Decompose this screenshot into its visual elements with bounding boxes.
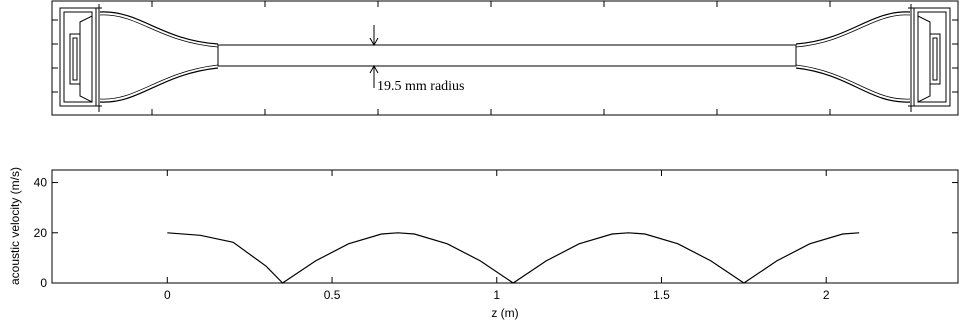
diagram-frame — [51, 0, 959, 116]
plot-frame — [51, 169, 959, 284]
y-tick-label: 40 — [34, 176, 48, 190]
apparatus-diagram: 19.5 mm radius — [51, 0, 959, 116]
y-axis-ticks: 0 20 40 — [34, 176, 958, 290]
left-driver — [59, 4, 102, 112]
velocity-plot: 0 20 40 0 0.5 1 1.5 2 z (m) acoustic velocity … — [8, 167, 959, 320]
y-tick-label: 20 — [34, 226, 48, 240]
left-horn — [99, 11, 219, 103]
x-tick-label: 1 — [493, 288, 500, 302]
velocity-series-line — [167, 232, 860, 284]
radius-dimension — [369, 25, 379, 88]
x-tick-label: 0 — [164, 288, 171, 302]
resonator-tube — [217, 44, 797, 67]
y-tick-label: 0 — [40, 276, 47, 290]
right-driver — [908, 4, 951, 112]
x-axis-ticks: 0 0.5 1 1.5 2 — [164, 170, 830, 302]
radius-annotation: 19.5 mm radius — [377, 79, 465, 94]
x-tick-label: 1.5 — [653, 288, 670, 302]
y-axis-label: acoustic velocity (m/s) — [8, 167, 22, 285]
x-tick-label: 0.5 — [324, 288, 341, 302]
diagram-frame-ticks — [52, 1, 958, 115]
right-horn — [795, 11, 911, 103]
x-axis-label: z (m) — [491, 306, 518, 320]
x-tick-label: 2 — [823, 288, 830, 302]
